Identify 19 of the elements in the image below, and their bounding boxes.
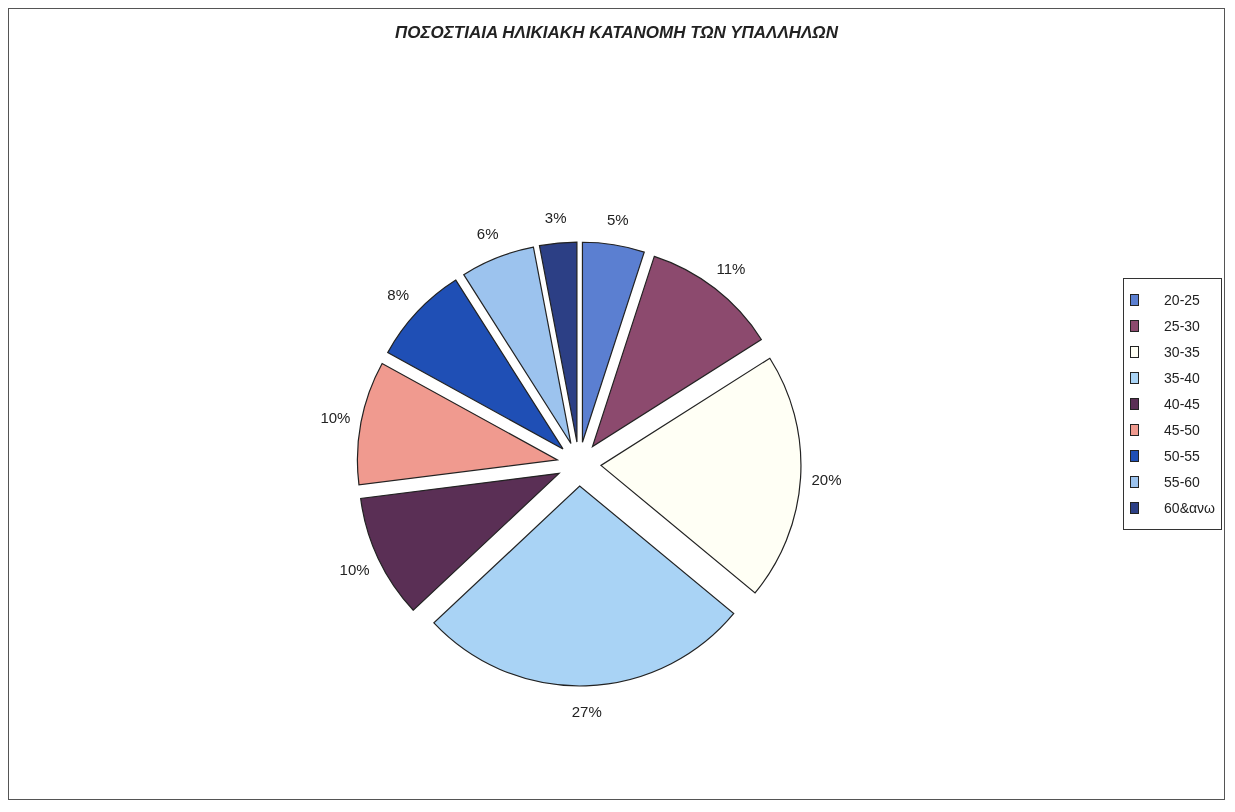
legend-label: 55-60: [1164, 474, 1200, 490]
data-label: 11%: [716, 259, 746, 277]
legend-label: 40-45: [1164, 396, 1200, 412]
data-label: 3%: [544, 208, 567, 226]
chart-title: ΠΟΣΟΣΤΙΑΙΑ ΗΛΙΚΙΑΚΗ ΚΑΤΑΝΟΜΗ ΤΩΝ ΥΠΑΛΛΗΛΩΝ: [394, 23, 840, 43]
data-label: 5%: [606, 210, 629, 228]
legend-label: 45-50: [1164, 422, 1200, 438]
data-label: 8%: [387, 285, 410, 303]
data-label: 10%: [320, 409, 351, 427]
legend-label: 35-40: [1164, 370, 1200, 386]
legend-label: 25-30: [1164, 318, 1200, 334]
legend-label: 60&ανω: [1164, 500, 1215, 516]
data-label: 10%: [339, 561, 370, 579]
legend-label: 50-55: [1164, 448, 1200, 464]
data-label: 6%: [476, 224, 499, 242]
data-label: 27%: [571, 703, 602, 721]
data-label: 20%: [811, 471, 842, 489]
legend-label: 30-35: [1164, 344, 1200, 360]
legend-label: 20-25: [1164, 292, 1200, 308]
